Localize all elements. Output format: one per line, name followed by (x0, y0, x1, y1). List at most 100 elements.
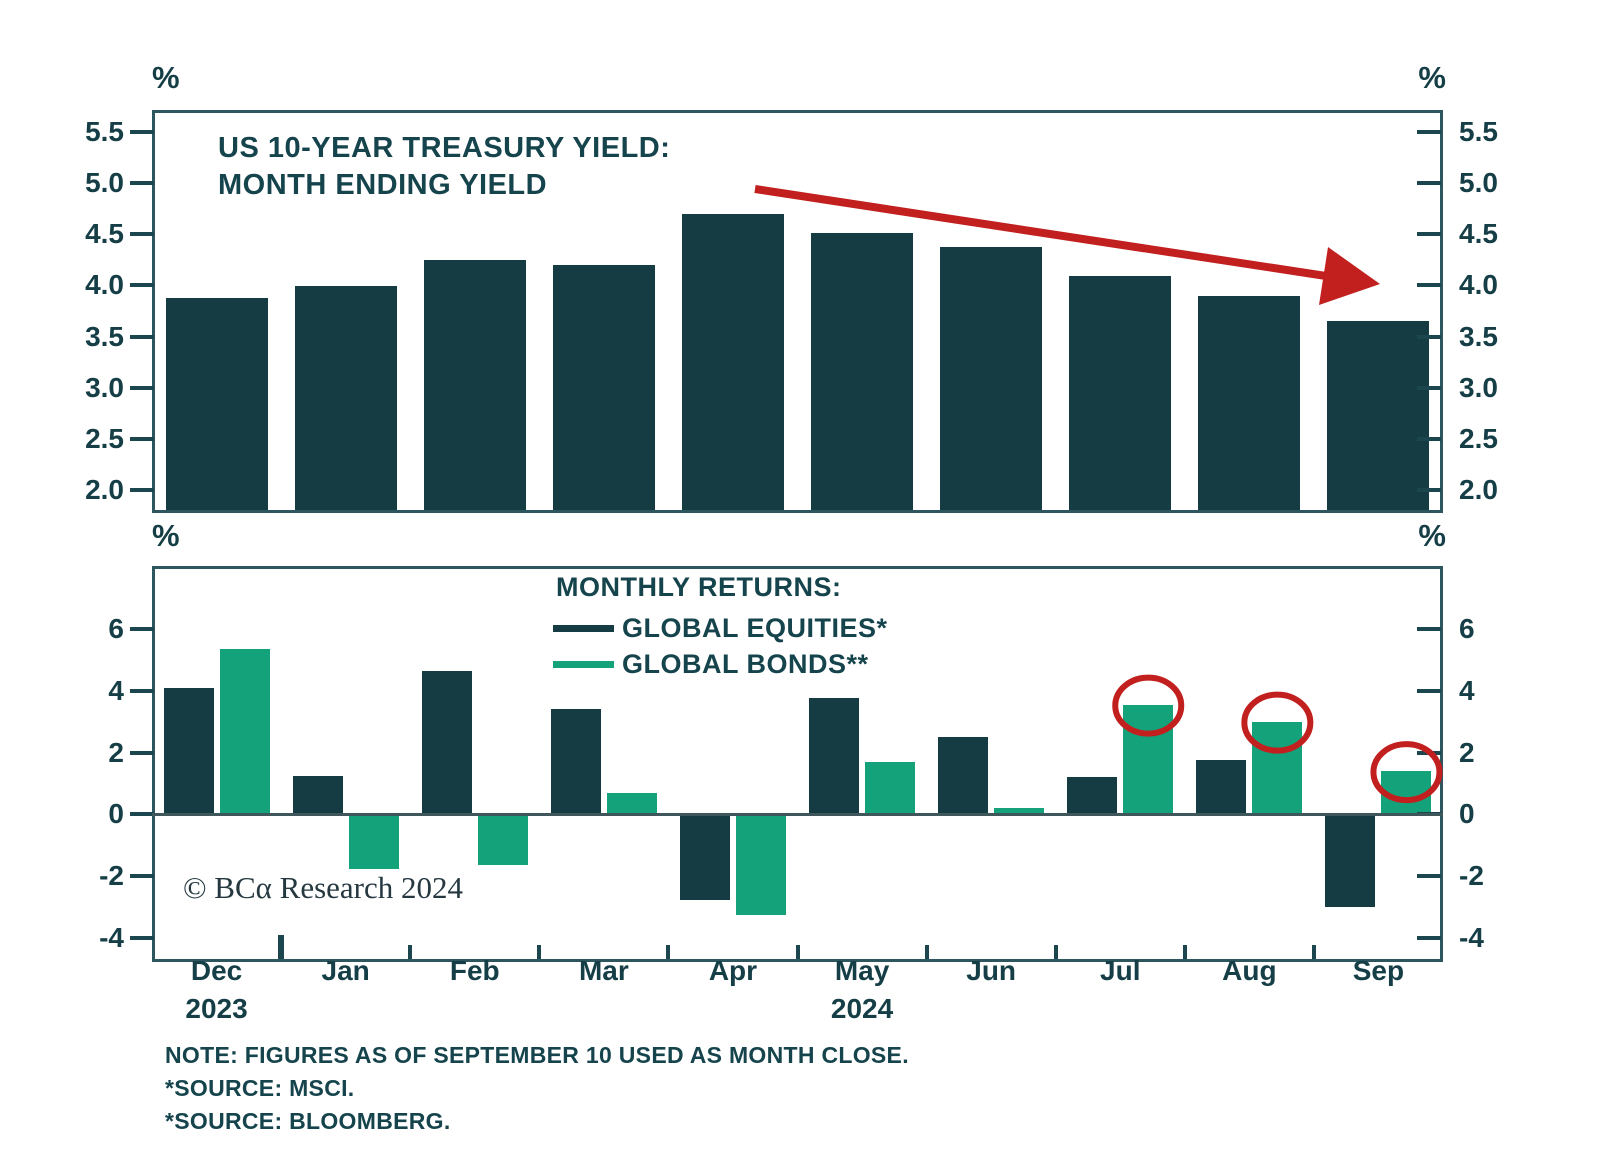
y-tick (1417, 936, 1441, 941)
y-tick-label: 3.5 (1459, 320, 1498, 352)
y-tick-label: 6 (1459, 612, 1475, 644)
y-tick (130, 129, 154, 134)
y-tick-label: 2.5 (1459, 423, 1498, 455)
y-tick-label: 4.0 (85, 269, 124, 301)
y-tick (1417, 688, 1441, 693)
yield-bar-jan (294, 286, 397, 510)
month-boundary-tick (924, 945, 929, 959)
bonds-bar-jan (348, 815, 399, 869)
equities-bar-feb (421, 670, 472, 813)
legend-row-equities: GLOBAL EQUITIES* (553, 610, 888, 646)
y-tick (1417, 180, 1441, 185)
zero-baseline (152, 812, 1443, 816)
month-label-mar: Mar (578, 955, 629, 986)
bottom-right-percent-label: % (1418, 518, 1446, 553)
equities-bar-jun (938, 737, 989, 813)
y-tick (130, 488, 154, 493)
y-tick (1417, 283, 1441, 288)
month-label-jun: Jun (966, 955, 1017, 986)
equities-swatch-icon (553, 624, 614, 632)
y-tick-label: 4.0 (1459, 269, 1498, 301)
copyright-text: © BCα Research 2024 (183, 870, 463, 905)
month-boundary-tick (1311, 945, 1316, 959)
month-boundary-tick (795, 945, 800, 959)
y-tick-label: 0 (108, 798, 124, 830)
month-label-feb: Feb (449, 955, 500, 986)
legend: MONTHLY RETURNS: GLOBAL EQUITIES* GLOBAL… (553, 572, 888, 682)
y-tick-label: 2 (108, 736, 124, 768)
y-tick-label: 4 (108, 674, 124, 706)
y-tick (130, 334, 154, 339)
month-boundary-tick (408, 945, 413, 959)
month-label-jul: Jul (1100, 955, 1141, 986)
equities-bar-dec (163, 687, 214, 813)
month-label-apr: Apr (708, 955, 758, 986)
y-tick (130, 688, 154, 693)
month-label-sep: Sep (1352, 955, 1405, 986)
y-tick (130, 180, 154, 185)
y-tick (130, 750, 154, 755)
legend-row-bonds: GLOBAL BONDS** (553, 646, 888, 682)
y-tick-label: 3.0 (85, 371, 124, 403)
legend-label-bonds: GLOBAL BONDS** (622, 648, 869, 679)
year-divider-tick (278, 935, 285, 959)
legend-title: MONTHLY RETURNS: (556, 572, 842, 602)
y-tick (1417, 232, 1441, 237)
bonds-bar-dec (219, 648, 270, 813)
top-left-percent-label: % (152, 60, 180, 95)
yield-bar-feb (423, 259, 526, 510)
y-tick (130, 936, 154, 941)
equities-bar-may (809, 698, 860, 813)
treasury-yield-title-line1: US 10-YEAR TREASURY YIELD: (218, 132, 671, 164)
yield-bar-jul (1069, 276, 1172, 510)
y-tick (1417, 488, 1441, 493)
month-label-jan: Jan (321, 955, 370, 986)
y-tick (130, 283, 154, 288)
year-label-2023: 2023 (185, 993, 248, 1024)
y-tick-label: 5.0 (1459, 166, 1498, 198)
month-boundary-tick (1182, 945, 1187, 959)
yield-bar-dec (165, 297, 268, 510)
yield-bar-sep (1327, 321, 1430, 510)
bonds-bar-sep (1381, 771, 1432, 813)
y-tick-label: -2 (99, 860, 124, 892)
bonds-swatch-icon (553, 660, 614, 668)
bonds-bar-apr (735, 815, 786, 915)
y-tick-label: -4 (99, 922, 124, 954)
yield-bar-apr (681, 213, 784, 510)
y-tick-label: 2.0 (1459, 474, 1498, 506)
yield-bar-mar (552, 264, 655, 510)
y-tick-label: 2.0 (85, 474, 124, 506)
y-tick (130, 385, 154, 390)
y-tick-label: -2 (1459, 860, 1484, 892)
month-label-aug: Aug (1222, 955, 1277, 986)
equities-bar-apr (679, 815, 730, 900)
y-tick-label: 5.0 (85, 166, 124, 198)
year-label-2024: 2024 (830, 993, 894, 1024)
y-tick-label: 2 (1459, 736, 1475, 768)
yield-bar-jun (940, 247, 1043, 510)
treasury-yield-title: US 10-YEAR TREASURY YIELD: MONTH ENDING … (218, 130, 670, 204)
top-right-percent-label: % (1418, 60, 1446, 95)
bonds-bar-may (865, 761, 916, 813)
y-tick-label: 4.5 (1459, 218, 1498, 250)
legend-label-equities: GLOBAL EQUITIES* (622, 612, 888, 643)
month-boundary-tick (537, 945, 542, 959)
bonds-bar-jul (1123, 704, 1174, 813)
equities-bar-jan (292, 775, 343, 813)
y-tick-label: 3.0 (1459, 371, 1498, 403)
bonds-bar-aug (1252, 721, 1303, 813)
y-tick (1417, 334, 1441, 339)
yield-bar-aug (1198, 295, 1301, 510)
bottom-left-percent-label: % (152, 518, 180, 553)
bonds-bar-feb (477, 815, 528, 866)
y-tick-label: 6 (108, 612, 124, 644)
equities-bar-mar (550, 709, 601, 813)
y-tick-label: 2.5 (85, 423, 124, 455)
y-tick-label: 3.5 (85, 320, 124, 352)
y-tick (130, 874, 154, 879)
note-line-2: *SOURCE: MSCI. (165, 1075, 355, 1101)
y-tick-label: 4 (1459, 674, 1475, 706)
month-label-may: May (834, 955, 890, 986)
y-tick (130, 626, 154, 631)
